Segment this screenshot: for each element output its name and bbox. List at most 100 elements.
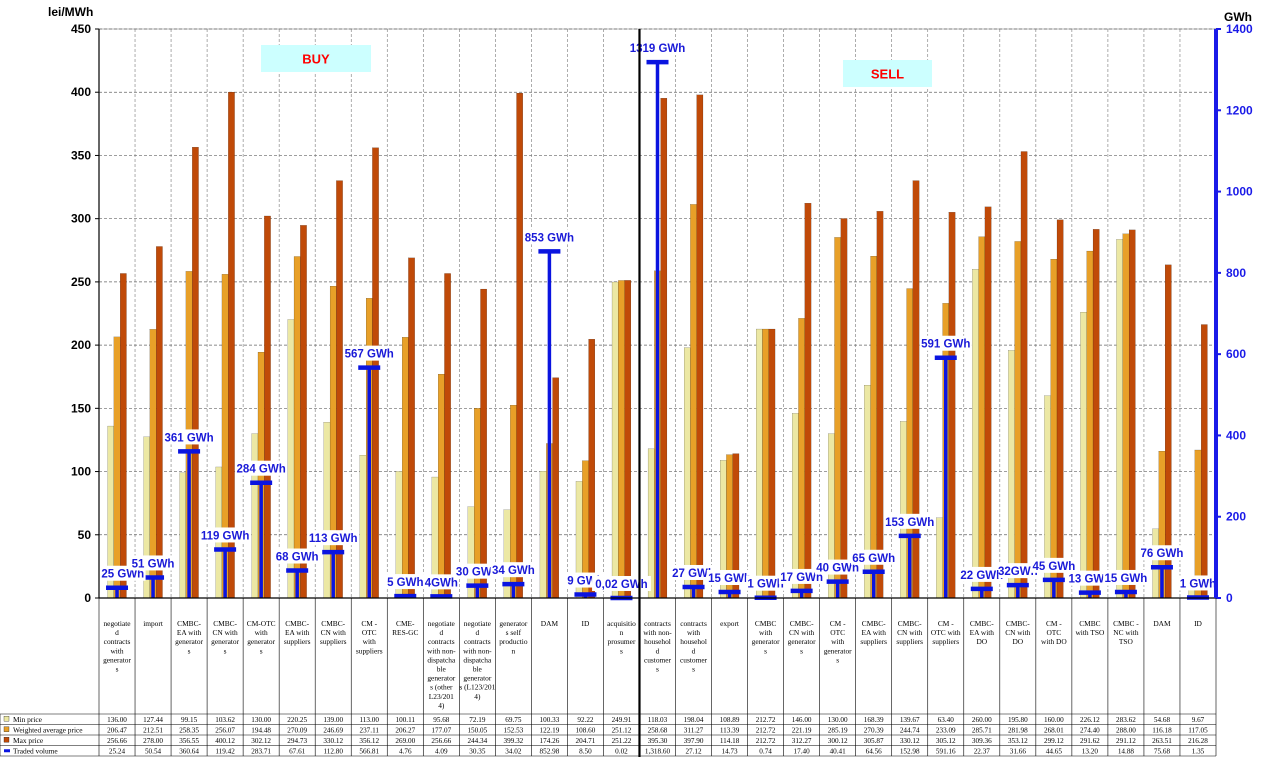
category-label: with bbox=[831, 637, 844, 646]
bar-avg-price bbox=[402, 337, 409, 599]
volume-label-bg bbox=[490, 562, 537, 578]
category-label: CMBC- bbox=[1006, 619, 1030, 628]
volume-annotation: 853 GWh bbox=[525, 232, 574, 244]
bar-min-price bbox=[611, 281, 619, 599]
table-cell: 233.09 bbox=[936, 726, 956, 734]
category-label: CN with bbox=[789, 628, 815, 637]
table-cell: 283.71 bbox=[251, 747, 271, 755]
category-label: generator bbox=[427, 674, 455, 683]
category-label: acquisitio bbox=[607, 619, 636, 628]
bar-avg-price bbox=[870, 256, 877, 599]
table-cell: 1.35 bbox=[1192, 747, 1205, 755]
category-label: CMBC- bbox=[862, 619, 886, 628]
bar-avg-price bbox=[762, 328, 769, 599]
category-label: DAM bbox=[541, 619, 559, 628]
table-cell: 206.27 bbox=[395, 726, 415, 734]
table-cell: 54.68 bbox=[1154, 716, 1171, 724]
y-right-tick-label: 800 bbox=[1226, 266, 1246, 280]
category-label: productio bbox=[499, 637, 528, 646]
table-cell: 212.72 bbox=[756, 737, 776, 745]
category-label: negotiate bbox=[428, 619, 456, 628]
volume-label-bg bbox=[592, 575, 651, 591]
category-label: CM - bbox=[938, 619, 954, 628]
bar-max-price bbox=[480, 288, 487, 599]
category-label: s bbox=[188, 646, 191, 655]
category-label: 4) bbox=[474, 692, 481, 701]
table-cell: 221.19 bbox=[792, 726, 812, 734]
volume-label-bg bbox=[425, 574, 458, 590]
category-label: CN with bbox=[321, 628, 347, 637]
table-cell: 206.47 bbox=[107, 726, 127, 734]
category-label: CMBC bbox=[1079, 619, 1100, 628]
volume-annotation: 15 GWh bbox=[1105, 573, 1148, 585]
volume-label-bg bbox=[343, 345, 396, 361]
volume-annotation: 567 GWh bbox=[345, 349, 394, 361]
table-cell: 274.40 bbox=[1080, 726, 1100, 734]
category-label: n bbox=[512, 646, 516, 655]
category-label: s bbox=[260, 646, 263, 655]
table-cell: 278.00 bbox=[143, 737, 163, 745]
table-cell: 212.72 bbox=[756, 716, 776, 724]
volume-label-bg bbox=[1031, 557, 1077, 573]
table-cell: 4.76 bbox=[399, 747, 412, 755]
table-cell: 268.01 bbox=[1044, 726, 1064, 734]
volume-label-bg bbox=[235, 460, 288, 476]
y-right-tick-label: 0 bbox=[1226, 591, 1233, 605]
bar-max-price bbox=[804, 203, 812, 599]
category-label: contracts bbox=[644, 619, 671, 628]
category-label: ble bbox=[473, 665, 483, 674]
y-right-axis-title: GWh bbox=[1224, 10, 1252, 24]
table-cell: 1,318.60 bbox=[645, 747, 671, 755]
table-cell: 246.69 bbox=[323, 726, 343, 734]
category-label: EA with bbox=[861, 628, 886, 637]
volume-annotation: 25 GWh bbox=[101, 569, 144, 581]
table-cell: 256.66 bbox=[431, 737, 451, 745]
y-right-tick-label: 1200 bbox=[1226, 103, 1253, 117]
category-label: with bbox=[363, 637, 376, 646]
volume-annotation: 15 GWh bbox=[708, 573, 751, 585]
volume-annotation: 5 GWh bbox=[387, 577, 423, 589]
category-label: CN with bbox=[1005, 628, 1031, 637]
bar-min-price bbox=[1080, 312, 1087, 599]
bar-avg-price bbox=[293, 256, 301, 599]
table-cell: 92.22 bbox=[577, 716, 594, 724]
category-label: d bbox=[656, 646, 660, 655]
legend-label: Max price bbox=[13, 736, 44, 745]
bar-min-price bbox=[1008, 350, 1015, 599]
volume-label-bg bbox=[919, 335, 972, 351]
bar-max-price bbox=[876, 211, 884, 599]
table-cell: 258.68 bbox=[648, 726, 668, 734]
category-label: s bbox=[836, 655, 839, 664]
bar-avg-price bbox=[113, 336, 121, 599]
bar-max-price bbox=[948, 212, 956, 599]
volume-annotation: 4GWh bbox=[425, 577, 458, 589]
table-cell: 100.33 bbox=[540, 716, 560, 724]
category-label: RES-GC bbox=[392, 628, 418, 637]
category-label: s bbox=[800, 646, 803, 655]
volume-annotation: 32GWh bbox=[998, 566, 1038, 578]
bar-max-price bbox=[588, 339, 595, 599]
table-cell: 63.40 bbox=[938, 716, 955, 724]
table-cell: 9.67 bbox=[1192, 716, 1205, 724]
category-label: EA with bbox=[285, 628, 310, 637]
category-label: with non- bbox=[463, 646, 492, 655]
table-cell: 22.37 bbox=[974, 747, 991, 755]
table-cell: 263.51 bbox=[1152, 737, 1172, 745]
table-cell: 67.61 bbox=[289, 747, 306, 755]
bar-avg-price bbox=[834, 237, 841, 599]
category-label: DO bbox=[1012, 637, 1023, 646]
table-cell: 237.11 bbox=[359, 726, 379, 734]
table-cell: 177.07 bbox=[431, 726, 451, 734]
category-label: generator bbox=[175, 637, 203, 646]
category-label: s (other bbox=[430, 683, 453, 692]
table-cell: 95.68 bbox=[433, 716, 450, 724]
table-cell: 566.81 bbox=[359, 747, 379, 755]
table-cell: 356.12 bbox=[359, 737, 379, 745]
table-cell: 204.71 bbox=[576, 737, 596, 745]
category-label: OTC bbox=[830, 628, 845, 637]
bar-min-price bbox=[359, 455, 367, 599]
category-label: CM - bbox=[1046, 619, 1062, 628]
category-label: suppliers bbox=[896, 637, 923, 646]
table-cell: 13.20 bbox=[1082, 747, 1099, 755]
table-cell: 122.19 bbox=[540, 726, 560, 734]
